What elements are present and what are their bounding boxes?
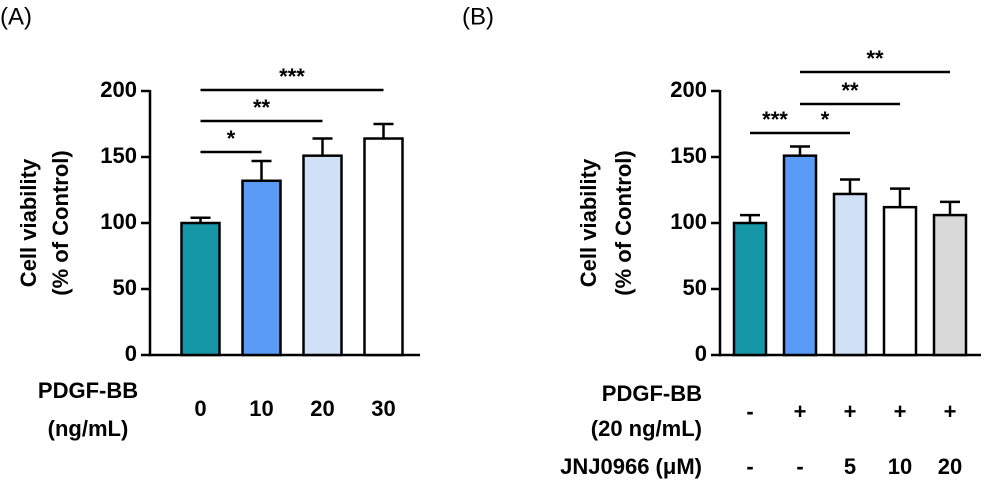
y-tick-label: 150: [100, 143, 137, 168]
x-tick-label: 5: [844, 454, 856, 479]
panel-label: (A): [0, 3, 32, 30]
bar: [882, 205, 918, 357]
y-axis-label: (% of Control): [48, 150, 73, 295]
x-tick-label: -: [796, 454, 803, 479]
significance-label: **: [866, 46, 884, 71]
bar: [732, 221, 768, 357]
significance-label: *: [227, 126, 236, 151]
x-row-label: JNJ0966 (μM): [560, 454, 702, 479]
significance-label: ***: [762, 107, 788, 132]
y-tick-label: 0: [695, 341, 707, 366]
y-tick-label: 0: [125, 341, 137, 366]
y-tick-label: 50: [113, 275, 137, 300]
x-row-label: PDGF-BB: [38, 378, 138, 403]
x-tick-label: 20: [938, 454, 962, 479]
x-tick-label: -: [746, 399, 753, 424]
x-tick-label: 10: [249, 396, 273, 421]
bar: [782, 154, 818, 357]
y-tick-label: 50: [683, 275, 707, 300]
y-tick-label: 200: [100, 77, 137, 102]
x-tick-label: 10: [888, 454, 912, 479]
y-tick-label: 100: [670, 209, 707, 234]
bar: [832, 192, 868, 357]
bar: [302, 154, 343, 357]
significance-label: *: [821, 107, 830, 132]
x-row-label: (ng/mL): [48, 416, 129, 441]
x-tick-label: +: [794, 399, 807, 424]
y-axis-label: (% of Control): [611, 150, 636, 295]
bar: [363, 137, 404, 357]
y-tick-label: 150: [670, 143, 707, 168]
y-tick-label: 100: [100, 209, 137, 234]
x-tick-label: 20: [310, 396, 334, 421]
x-tick-label: 30: [371, 396, 395, 421]
bar: [932, 213, 968, 357]
y-axis-label: Cell viability: [16, 158, 41, 287]
y-tick-label: 200: [670, 77, 707, 102]
x-row-label: PDGF-BB: [602, 381, 702, 406]
x-tick-label: -: [746, 454, 753, 479]
significance-label: ***: [279, 64, 305, 89]
panel-label: (B): [462, 3, 494, 30]
bar: [241, 179, 282, 357]
y-axis-label: Cell viability: [576, 158, 601, 287]
x-tick-label: +: [894, 399, 907, 424]
x-row-label: (20 ng/mL): [591, 416, 702, 441]
significance-label: **: [253, 95, 271, 120]
significance-label: **: [841, 78, 859, 103]
x-tick-label: +: [844, 399, 857, 424]
bar: [180, 221, 221, 357]
x-tick-label: +: [944, 399, 957, 424]
x-tick-label: 0: [194, 396, 206, 421]
